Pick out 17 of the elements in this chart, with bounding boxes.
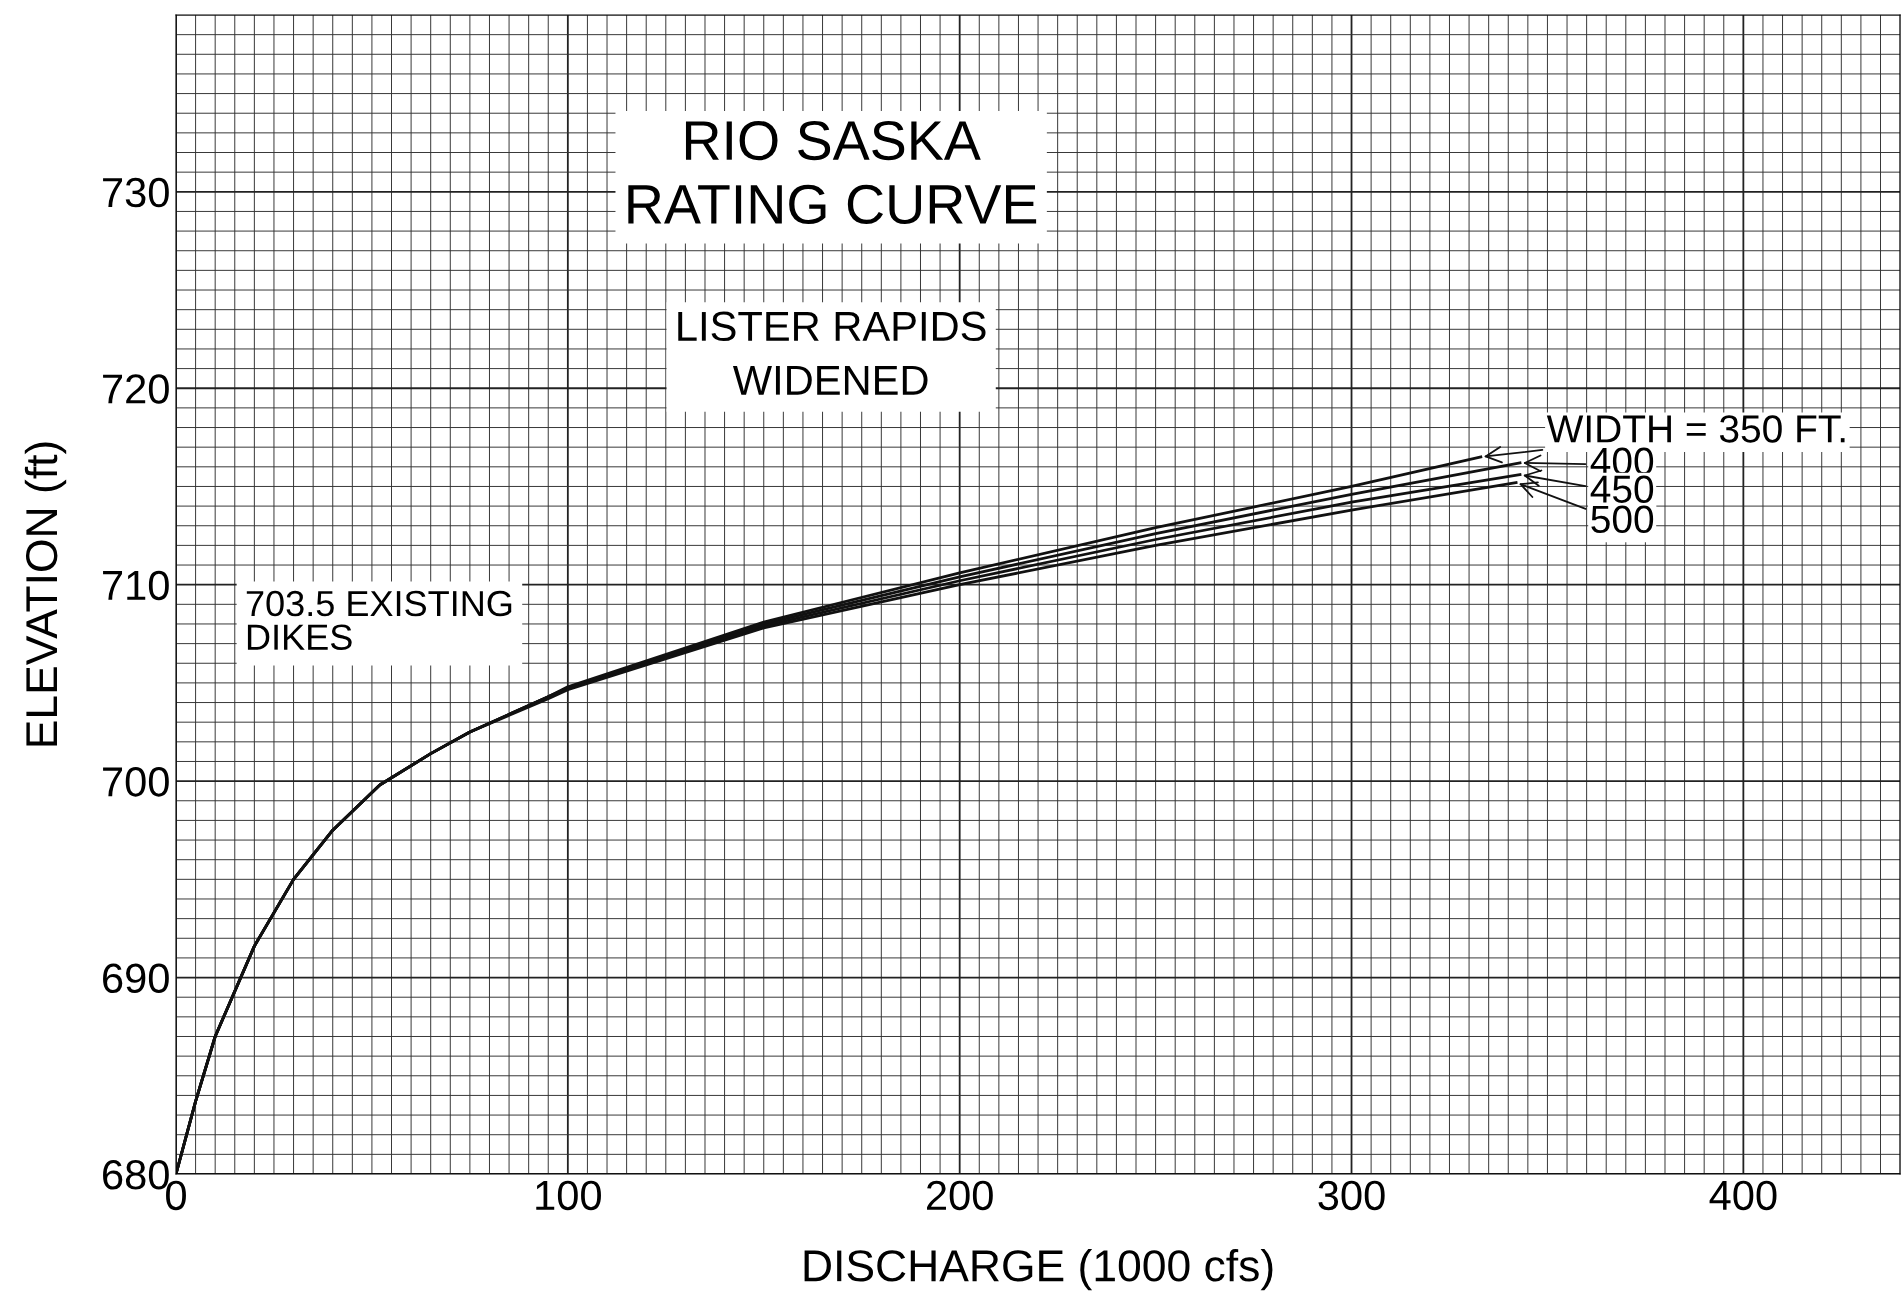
- y-axis-title: ELEVATION (ft): [24, 442, 67, 746]
- x-axis-title: DISCHARGE (1000 cfs): [804, 1248, 1273, 1291]
- x-tick-label: 400: [1709, 1180, 1777, 1211]
- annotation: 450: [1590, 475, 1654, 503]
- y-tick-label: 720: [103, 374, 169, 404]
- x-tick-label: 100: [536, 1180, 601, 1211]
- annotation: 703.5 EXISTING DIKES: [246, 590, 512, 650]
- annotation: 500: [1591, 505, 1654, 534]
- annotation: WIDTH = 350 FT.: [1546, 415, 1845, 443]
- x-tick-label: 200: [927, 1180, 993, 1211]
- y-tick-label: 710: [103, 570, 169, 601]
- x-tick-label: 300: [1318, 1180, 1385, 1211]
- text: RIO SASKA RATING CURVE: [628, 120, 1037, 225]
- y-tick-label: 700: [103, 767, 169, 797]
- text: LISTER RAPIDS WIDENED: [678, 311, 986, 395]
- y-tick-label: 730: [103, 177, 169, 208]
- y-tick-label: 690: [103, 963, 169, 994]
